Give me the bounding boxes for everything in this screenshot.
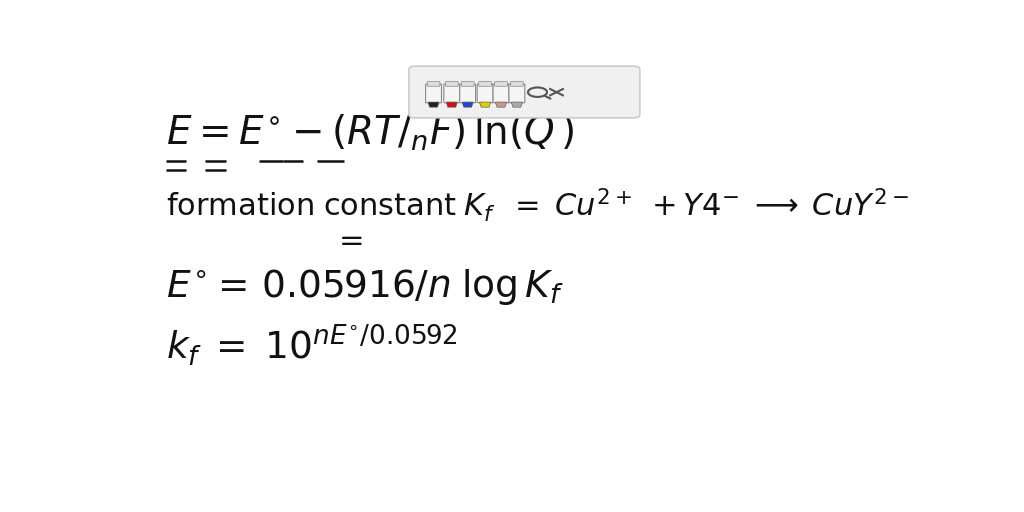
Text: $E = E^{\circ}-(RT/_{n}F)\,\mathrm{ln}(Q\,)$: $E = E^{\circ}-(RT/_{n}F)\,\mathrm{ln}(Q… [166,112,574,153]
FancyBboxPatch shape [511,81,523,87]
Text: $k_f\;=\;10^{nE^{\circ}/0.0592}$: $k_f\;=\;10^{nE^{\circ}/0.0592}$ [166,323,458,368]
FancyBboxPatch shape [426,84,441,103]
FancyBboxPatch shape [461,81,474,87]
FancyBboxPatch shape [443,84,460,103]
Text: $E^{\circ}=\,0.05916/n\;\log K_f$: $E^{\circ}=\,0.05916/n\;\log K_f$ [166,267,564,307]
FancyBboxPatch shape [427,81,440,87]
Polygon shape [428,102,439,107]
Polygon shape [496,102,507,107]
FancyBboxPatch shape [445,81,458,87]
Text: $=$: $=$ [333,225,364,254]
FancyBboxPatch shape [509,84,524,103]
Polygon shape [446,102,458,107]
FancyBboxPatch shape [409,66,640,118]
Polygon shape [462,102,473,107]
FancyBboxPatch shape [494,84,509,103]
Text: $\mathrm{formation\;constant}\;K_f\;\;=\;Cu^{2+}\;+Y4^{-}\;\longrightarrow\;CuY^: $\mathrm{formation\;constant}\;K_f\;\;=\… [166,186,908,224]
FancyBboxPatch shape [460,84,475,103]
FancyBboxPatch shape [479,81,492,87]
FancyBboxPatch shape [495,81,507,87]
Polygon shape [479,102,490,107]
Polygon shape [511,102,522,107]
FancyBboxPatch shape [477,84,494,103]
